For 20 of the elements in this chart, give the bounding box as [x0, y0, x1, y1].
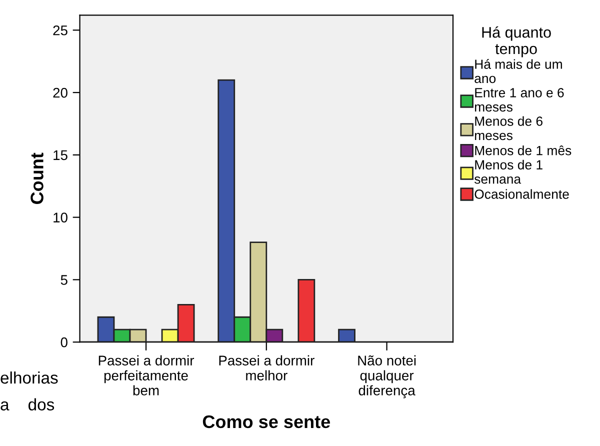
text: a dos: [0, 398, 54, 410]
y-tick-label: 15: [54, 150, 68, 160]
y-axis-title: Count: [30, 152, 44, 204]
legend-label: Menos de 1 mês: [475, 145, 572, 156]
x-axis-title: Como se sente: [202, 415, 330, 428]
legend-label: Menos de 1 semana: [474, 160, 542, 184]
legend-label: Menos de 6 meses: [474, 116, 542, 140]
legend-title: Há quanto tempo: [482, 26, 551, 58]
text: elhorias: [0, 371, 58, 384]
y-tick-label: 25: [53, 25, 68, 36]
y-tick-label: 0: [60, 337, 68, 348]
legend-label: Há mais de um ano: [474, 59, 562, 84]
y-tick-label: 10: [54, 212, 68, 222]
y-tick-label: 5: [60, 275, 68, 285]
legend-label: Ocasionalmente: [474, 189, 569, 199]
y-tick-label: 20: [53, 88, 68, 98]
legend-label: Entre 1 ano e 6 meses: [474, 88, 564, 112]
x-tick-label: Passei a dormir melhor: [219, 355, 314, 380]
x-tick-label: Passei a dormir perfeitamente bem: [98, 355, 194, 396]
x-tick-label: Não notei qualquer diferença: [358, 355, 416, 398]
